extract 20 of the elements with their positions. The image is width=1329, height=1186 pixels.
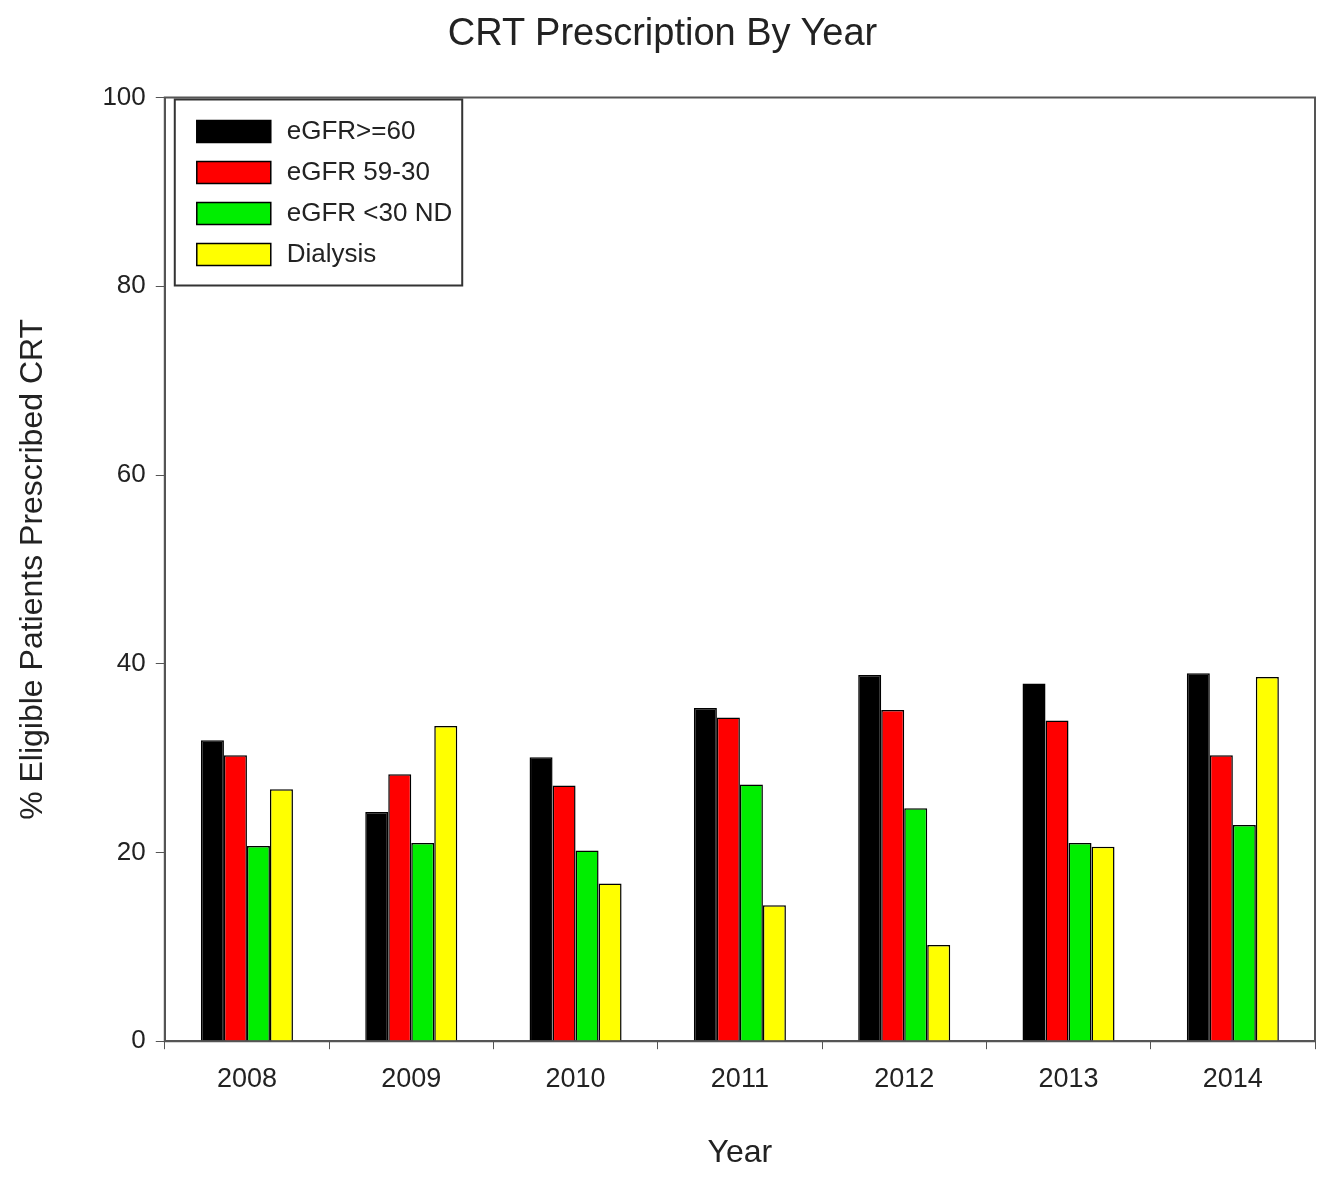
x-tick-label: 2009: [381, 1062, 442, 1093]
x-tick-label: 2013: [1038, 1062, 1099, 1093]
x-axis-title: Year: [707, 1132, 773, 1169]
legend-label: Dialysis: [286, 237, 377, 268]
x-tick-label: 2008: [216, 1062, 277, 1093]
y-tick-label: 100: [102, 80, 146, 111]
chart-title: CRT Prescription By Year: [447, 11, 878, 54]
x-tick-label: 2011: [710, 1062, 769, 1093]
y-tick-label: 0: [131, 1024, 146, 1055]
y-tick-label: 40: [116, 646, 146, 677]
legend-label: eGFR <30 ND: [286, 196, 453, 227]
legend-label: eGFR>=60: [286, 114, 416, 145]
y-tick-label: 80: [116, 269, 146, 300]
x-tick-label: 2010: [545, 1062, 606, 1093]
x-tick-label: 2012: [874, 1062, 935, 1093]
y-axis-title: % Eligible Patients Prescribed CRT: [13, 318, 50, 820]
y-tick-label: 20: [116, 835, 146, 866]
legend-label: eGFR 59-30: [286, 155, 430, 186]
y-tick-label: 60: [116, 458, 146, 489]
x-tick-label: 2014: [1202, 1062, 1263, 1093]
